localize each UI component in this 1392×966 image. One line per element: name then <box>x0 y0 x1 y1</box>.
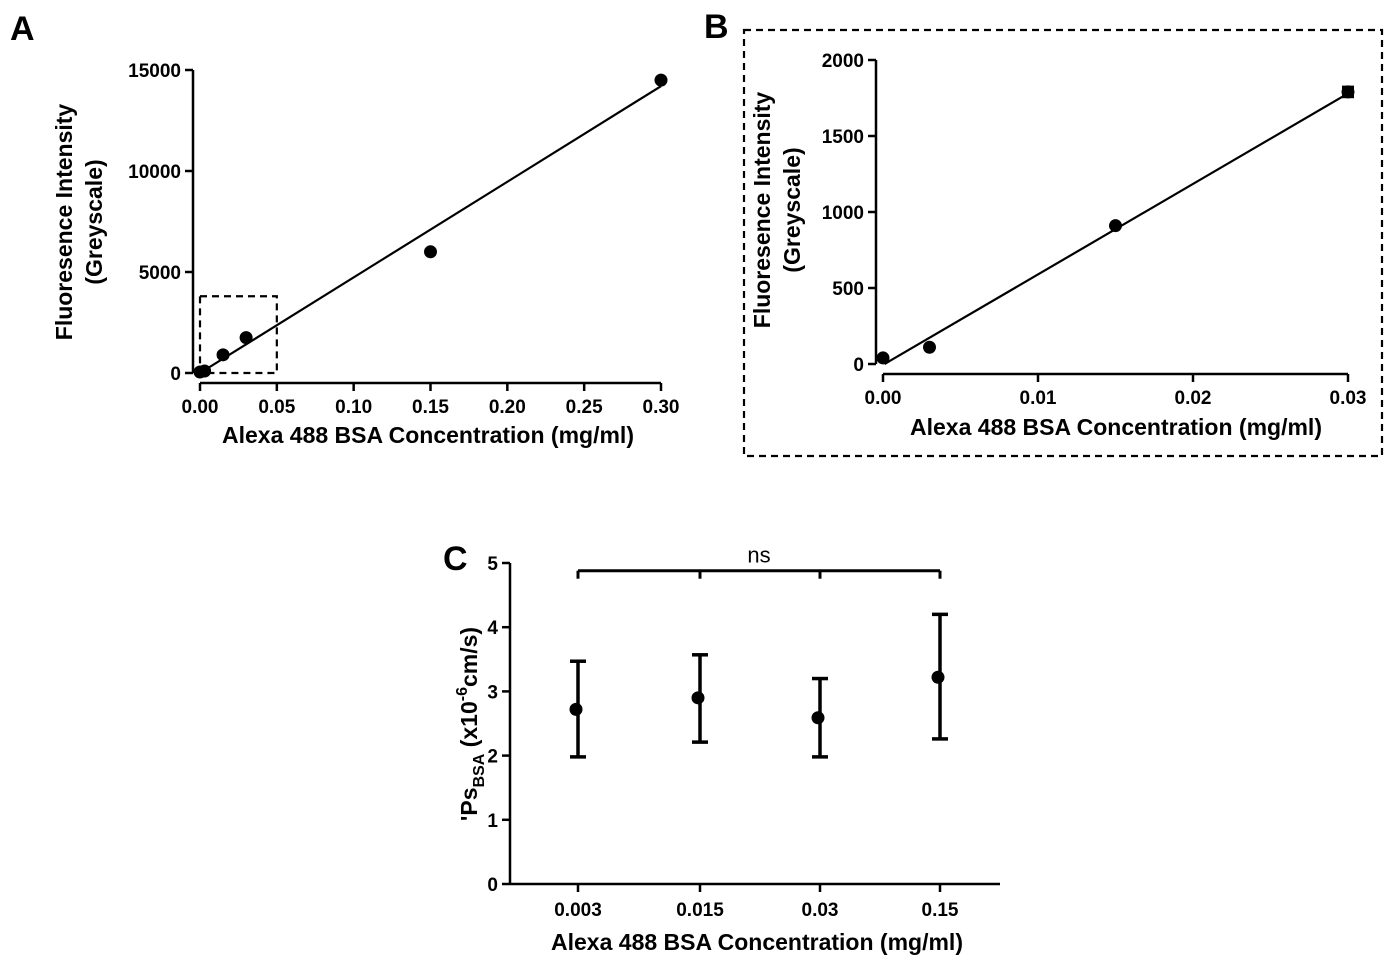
panel-a-data-point <box>654 73 668 87</box>
panel-a-x-tick-label: 0.25 <box>566 397 603 418</box>
panel-c-data-point <box>691 691 705 705</box>
panel-b-plot: 0 500 1000 1500 2000 0.00 0.01 0.02 0.03 <box>822 51 1367 409</box>
panel-a-y-tick-label: 10000 <box>128 162 181 183</box>
panel-b-x-axis-label: Alexa 488 BSA Concentration (mg/ml) <box>910 414 1322 440</box>
panel-a-x-tick-label: 0.15 <box>412 397 449 418</box>
panel-c-y-label-sub: BSA <box>471 753 488 787</box>
panel-b-y-tick-label: 2000 <box>822 51 864 72</box>
panel-b-data-point <box>1109 219 1122 233</box>
panel-c-x-tick-label: 0.015 <box>676 900 724 921</box>
panel-a-data-point <box>216 348 230 362</box>
panel-a-x-tick-label: 0.30 <box>643 397 680 418</box>
panel-a-plot: 0 5000 10000 15000 0.00 0.05 0.10 0.15 0.20 0.25 0… <box>128 61 679 418</box>
panel-c-x-tick-label: 0.03 <box>802 900 839 921</box>
panel-b-y-axis-label-line1: Fluoresence Intensity <box>749 92 775 329</box>
panel-c: C 'PsBSA (x10-6cm/s) Alexa 488 BSA Conce… <box>443 540 1000 955</box>
panel-a-y-axis-label: Fluoresence Intensity (Greyscale) <box>51 104 107 341</box>
panel-b-y-tick-label: 1000 <box>822 203 864 224</box>
panel-a-x-tick-label: 0.00 <box>182 397 219 418</box>
panel-a-data-point <box>424 245 437 259</box>
panel-a-inset-box <box>198 295 278 375</box>
panel-c-data-point <box>569 702 583 716</box>
panel-c-y-label-sup: -6 <box>454 687 471 701</box>
panel-a-x-tick-label: 0.05 <box>258 397 295 418</box>
panel-c-y-tick-label: 2 <box>487 747 498 768</box>
panel-b-data-point <box>923 340 936 354</box>
panel-b-x-tick-label: 0.00 <box>865 388 902 409</box>
panel-a-y-axis-label-line2: (Greyscale) <box>81 159 107 284</box>
panel-c-y-label-end: cm/s) <box>456 627 482 687</box>
panel-a-data-point <box>239 331 253 345</box>
panel-c-y-tick-label: 1 <box>487 811 498 832</box>
panel-b-y-tick-label: 1500 <box>822 127 864 148</box>
panel-c-label: C <box>443 540 468 578</box>
panel-c-y-tick-label: 4 <box>487 618 498 639</box>
panel-b-y-axis-label: Fluoresence Intensity (Greyscale) <box>749 92 805 329</box>
panel-a-y-tick-label: 0 <box>170 364 181 385</box>
panel-c-y-label-main: 'Ps <box>456 787 482 821</box>
panel-c-x-tick-label: 0.003 <box>554 900 602 921</box>
panel-c-data-point <box>811 711 825 725</box>
panel-c-y-axis-label: 'PsBSA (x10-6cm/s) <box>454 627 488 821</box>
panel-a-y-axis-label-line1: Fluoresence Intensity <box>51 104 77 341</box>
panel-b-x-tick-label: 0.02 <box>1175 388 1212 409</box>
panel-c-x-axis-label: Alexa 488 BSA Concentration (mg/ml) <box>551 929 963 955</box>
panel-c-data-point <box>931 670 945 684</box>
panel-a-x-axis-label: Alexa 488 BSA Concentration (mg/ml) <box>222 422 634 448</box>
panel-b: B Fluoresence Intensity (Greyscale) Alex… <box>704 8 1384 458</box>
panel-b-data-point <box>1341 85 1355 99</box>
panel-a-data-point <box>198 364 212 378</box>
panel-b-y-tick-label: 0 <box>853 355 864 376</box>
panel-a: A Fluoresence Intensity (Greyscale) Alex… <box>10 10 679 448</box>
panel-c-y-tick-label: 3 <box>487 682 498 703</box>
panel-b-y-tick-label: 500 <box>832 279 864 300</box>
panel-a-x-tick-label: 0.10 <box>335 397 372 418</box>
panel-b-dashed-frame <box>742 28 1384 458</box>
panel-c-x-tick-label: 0.15 <box>922 900 959 921</box>
panel-b-y-axis-label-line2: (Greyscale) <box>779 147 805 272</box>
panel-b-x-tick-label: 0.03 <box>1330 388 1367 409</box>
panel-a-label: A <box>10 10 35 48</box>
panel-a-y-tick-label: 5000 <box>139 263 181 284</box>
panel-c-y-tick-label: 5 <box>487 554 498 575</box>
panel-b-x-tick-label: 0.01 <box>1020 388 1057 409</box>
panel-c-significance-label: ns <box>747 543 770 568</box>
panel-a-y-tick-label: 15000 <box>128 61 181 82</box>
panel-c-y-label-mid: (x10 <box>456 701 482 753</box>
panel-c-plot: 0 1 2 3 4 5 0.003 0.015 0.03 0.15 ns <box>487 543 1000 921</box>
panel-c-y-tick-label: 0 <box>487 875 498 896</box>
panel-b-data-point <box>876 351 890 365</box>
panel-a-x-tick-label: 0.20 <box>489 397 526 418</box>
panel-b-label: B <box>704 8 729 46</box>
panel-a-fit-line <box>199 85 662 374</box>
